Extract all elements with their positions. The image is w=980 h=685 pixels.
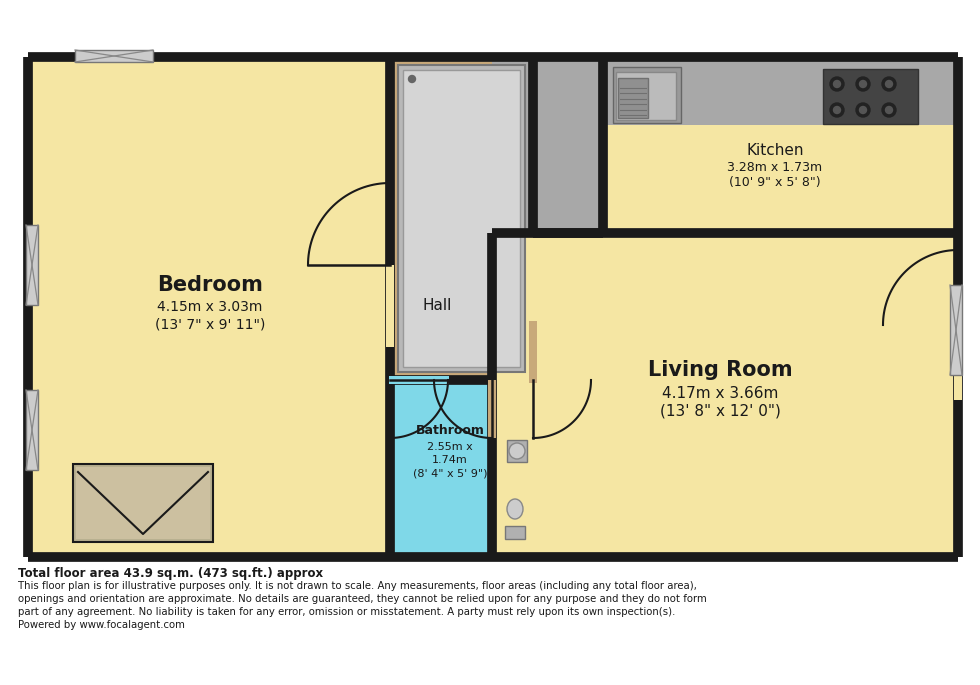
Text: Hall: Hall [422, 297, 452, 312]
Bar [386, 265, 394, 347]
Circle shape [834, 81, 841, 88]
Text: This floor plan is for illustrative purposes only. It is not drawn to scale. Any: This floor plan is for illustrative purp… [18, 581, 697, 591]
Bar [389, 376, 449, 384]
Bar [390, 57, 533, 380]
Circle shape [882, 77, 896, 91]
Bar [73, 464, 213, 542]
Text: (13' 8" x 12' 0"): (13' 8" x 12' 0") [660, 403, 780, 419]
Text: part of any agreement. No liability is taken for any error, omission or misstate: part of any agreement. No liability is t… [18, 607, 675, 617]
Bar [950, 285, 962, 375]
Text: 3.28m x 1.73m: 3.28m x 1.73m [727, 160, 822, 173]
Text: (10' 9" x 5' 8"): (10' 9" x 5' 8") [729, 175, 821, 188]
Text: (13' 7" x 9' 11"): (13' 7" x 9' 11") [155, 317, 266, 331]
Bar [616, 72, 676, 120]
Circle shape [886, 106, 893, 114]
Bar [28, 57, 390, 557]
Circle shape [830, 77, 844, 91]
Bar [507, 440, 527, 462]
Bar [398, 65, 525, 372]
Bar [26, 390, 38, 470]
Bar [75, 50, 153, 62]
Circle shape [856, 103, 870, 117]
Circle shape [856, 77, 870, 91]
Bar [613, 67, 681, 123]
Circle shape [859, 106, 866, 114]
Bar [505, 526, 525, 539]
Bar [603, 57, 958, 557]
Bar [76, 467, 210, 539]
Text: Total floor area 43.9 sq.m. (473 sq.ft.) approx: Total floor area 43.9 sq.m. (473 sq.ft.)… [18, 567, 323, 580]
Bar [492, 233, 958, 557]
Text: Kitchen: Kitchen [746, 142, 804, 158]
Text: Powered by www.focalagent.com: Powered by www.focalagent.com [18, 620, 185, 630]
Bar [390, 380, 533, 557]
Bar [823, 69, 918, 124]
Bar [26, 225, 38, 305]
Bar [618, 78, 648, 118]
Bar [603, 57, 958, 125]
Circle shape [409, 75, 416, 82]
Text: 4.17m x 3.66m: 4.17m x 3.66m [662, 386, 778, 401]
Text: 1.74m: 1.74m [432, 455, 467, 465]
Circle shape [886, 81, 893, 88]
Bar [488, 380, 496, 438]
Text: (8' 4" x 5' 9"): (8' 4" x 5' 9") [413, 468, 487, 478]
Text: openings and orientation are approximate. No details are guaranteed, they cannot: openings and orientation are approximate… [18, 594, 707, 604]
Circle shape [834, 106, 841, 114]
Text: 2.55m x: 2.55m x [427, 442, 473, 452]
Bar [533, 57, 603, 557]
Text: Living Room: Living Room [648, 360, 792, 380]
Text: Bedroom: Bedroom [157, 275, 263, 295]
Circle shape [830, 103, 844, 117]
Bar [390, 57, 492, 380]
Bar [954, 325, 962, 400]
Circle shape [859, 81, 866, 88]
Circle shape [509, 443, 525, 459]
Circle shape [882, 103, 896, 117]
Ellipse shape [507, 499, 523, 519]
Text: Bathroom: Bathroom [416, 423, 484, 436]
Bar [403, 70, 520, 367]
Bar [529, 321, 537, 383]
Text: 4.15m x 3.03m: 4.15m x 3.03m [158, 300, 263, 314]
